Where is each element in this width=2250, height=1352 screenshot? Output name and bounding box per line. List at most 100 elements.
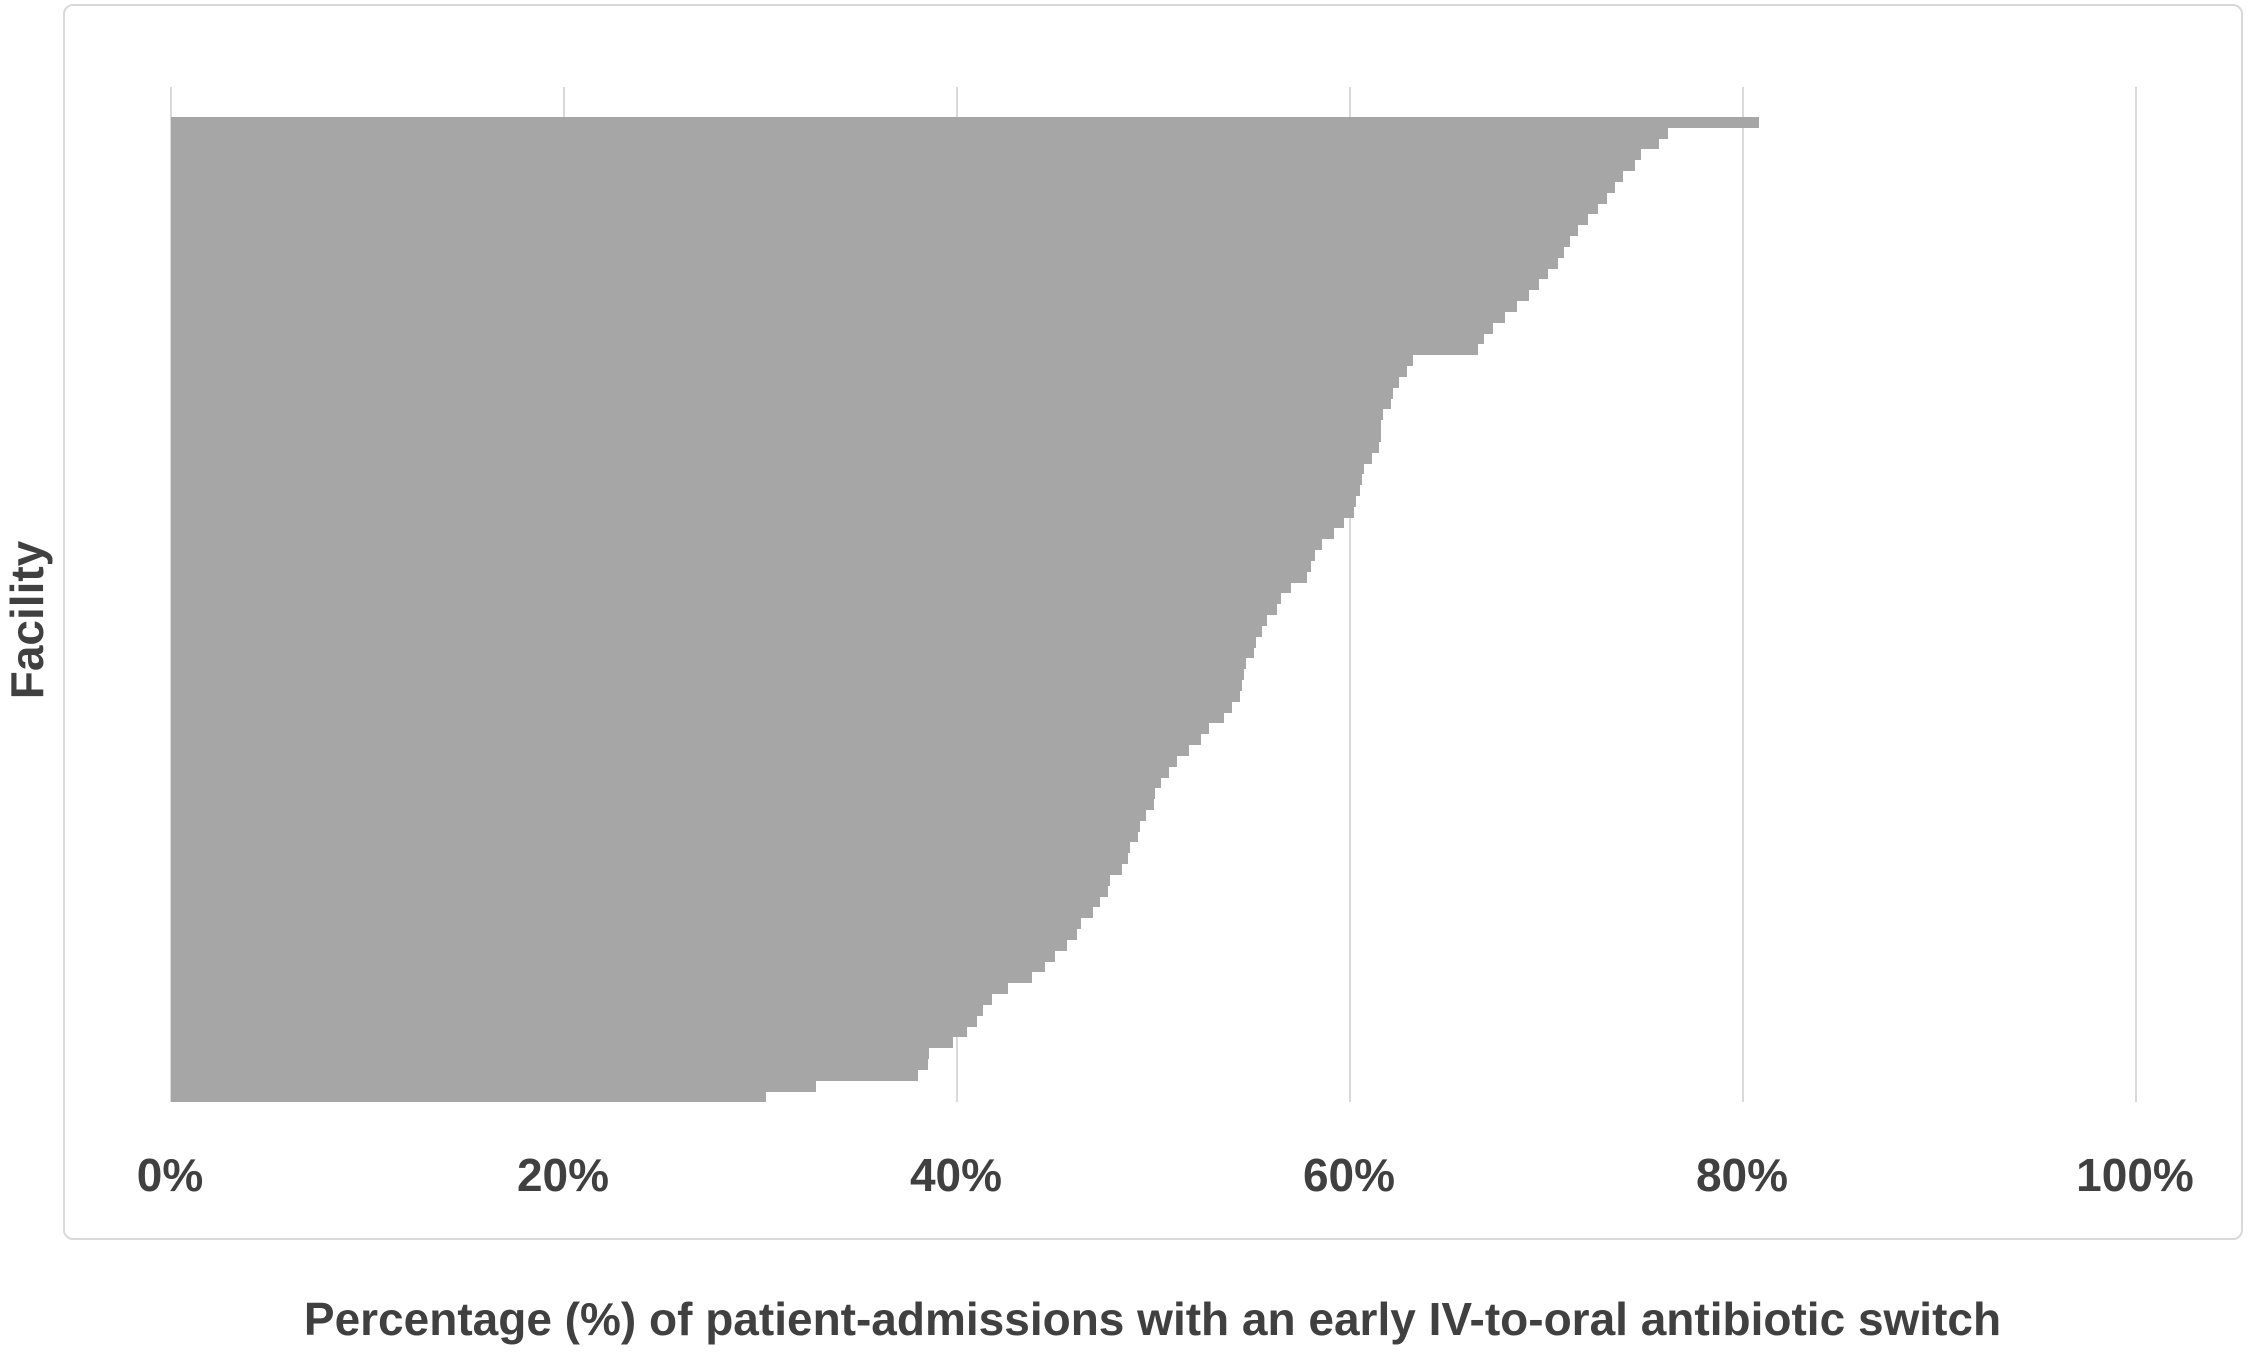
facility-bar — [171, 236, 1571, 247]
facility-bar — [171, 885, 1109, 897]
facility-bar — [171, 983, 1009, 995]
facility-bar — [171, 117, 1759, 128]
facility-bar — [171, 669, 1244, 681]
facility-bar — [171, 387, 1394, 399]
facility-bar — [171, 1069, 918, 1081]
facility-bar — [171, 290, 1529, 302]
facility-bar — [171, 257, 1559, 269]
facility-bar — [171, 311, 1506, 323]
facility-bar — [171, 268, 1549, 280]
facility-bar — [171, 929, 1077, 940]
facility-bar — [171, 1026, 967, 1038]
x-tick-label-40: 40% — [909, 1149, 1003, 1201]
facility-bar — [171, 690, 1240, 702]
facility-bar — [171, 734, 1201, 746]
facility-bar — [171, 203, 1598, 215]
facility-bar — [171, 1004, 983, 1016]
facility-bar — [171, 864, 1123, 875]
facility-bar — [171, 723, 1209, 735]
facility-bar — [171, 658, 1246, 670]
facility-bar — [171, 788, 1156, 800]
facility-bar — [171, 604, 1278, 616]
facility-bar — [171, 409, 1384, 421]
facility-bar — [171, 755, 1178, 767]
facility-bar — [171, 160, 1635, 172]
facility-bar — [171, 181, 1616, 193]
facility-bar — [171, 842, 1130, 854]
facility-bar — [171, 333, 1484, 345]
x-axis-title: Percentage (%) of patient-admissions wit… — [303, 1293, 2002, 1345]
facility-bar — [171, 506, 1354, 518]
facility-bar — [171, 279, 1539, 291]
facility-bar — [171, 680, 1242, 691]
facility-bar — [171, 1091, 767, 1103]
facility-bar — [171, 712, 1225, 724]
facility-bar — [171, 582, 1292, 594]
facility-bar — [171, 149, 1641, 161]
facility-bar — [171, 636, 1256, 648]
facility-bar — [171, 799, 1154, 810]
facility-bar — [171, 539, 1323, 551]
facility-bar — [171, 431, 1382, 442]
facility-bar — [171, 1059, 928, 1070]
facility-bar — [171, 192, 1608, 204]
x-tick-label-20: 20% — [516, 1149, 610, 1201]
facility-bar — [171, 615, 1268, 626]
facility-bar — [171, 127, 1669, 139]
facility-bar — [171, 907, 1093, 919]
facility-bar — [171, 138, 1659, 150]
facility-bar — [171, 485, 1360, 496]
facility-bar — [171, 994, 993, 1005]
facility-bar — [171, 766, 1170, 778]
gridline-100 — [2135, 87, 2137, 1102]
facility-bar — [171, 853, 1128, 865]
facility-bar — [171, 398, 1392, 410]
facility-bar — [171, 528, 1335, 540]
facility-bar — [171, 896, 1101, 908]
facility-bar — [171, 701, 1233, 713]
facility-bar — [171, 560, 1311, 572]
facility-bar — [171, 495, 1356, 507]
facility-bar — [171, 214, 1588, 226]
facility-bar — [171, 344, 1478, 356]
facility-bar — [171, 950, 1056, 962]
x-tick-label-0: 0% — [136, 1149, 204, 1201]
facility-bar — [171, 1037, 954, 1049]
gridline-80 — [1742, 87, 1744, 1102]
plot-area — [170, 87, 2137, 1103]
facility-bar — [171, 961, 1046, 973]
gridline-60 — [1349, 87, 1351, 1102]
facility-bar — [171, 625, 1262, 637]
facility-bar — [171, 366, 1407, 377]
facility-bar — [171, 301, 1518, 312]
facility-bar — [171, 452, 1372, 464]
facility-bar — [171, 225, 1578, 237]
facility-bar — [171, 810, 1146, 821]
facility-bar — [171, 246, 1565, 258]
x-tick-label-100: 100% — [2076, 1149, 2194, 1201]
bars-container — [171, 117, 2136, 1103]
facility-bar — [171, 1080, 816, 1092]
facility-bar — [171, 463, 1364, 475]
facility-bar — [171, 593, 1282, 605]
facility-bar — [171, 820, 1140, 832]
facility-bar — [171, 550, 1315, 561]
facility-bar — [171, 355, 1413, 367]
facility-bar — [171, 874, 1111, 886]
facility-bar — [171, 420, 1382, 432]
facility-bar — [171, 745, 1189, 756]
y-axis-title: Facility — [1, 540, 53, 700]
facility-bar — [171, 376, 1400, 388]
facility-bar — [171, 1048, 930, 1060]
facility-bar — [171, 939, 1068, 951]
facility-bar — [171, 441, 1380, 453]
facility-bar — [171, 171, 1624, 182]
facility-bar — [171, 1015, 977, 1027]
facility-bar — [171, 517, 1345, 529]
facility-bar — [171, 777, 1162, 789]
facility-bar — [171, 972, 1032, 984]
facility-bar — [171, 918, 1081, 930]
facility-bar — [171, 571, 1307, 583]
facility-bar — [171, 322, 1494, 334]
